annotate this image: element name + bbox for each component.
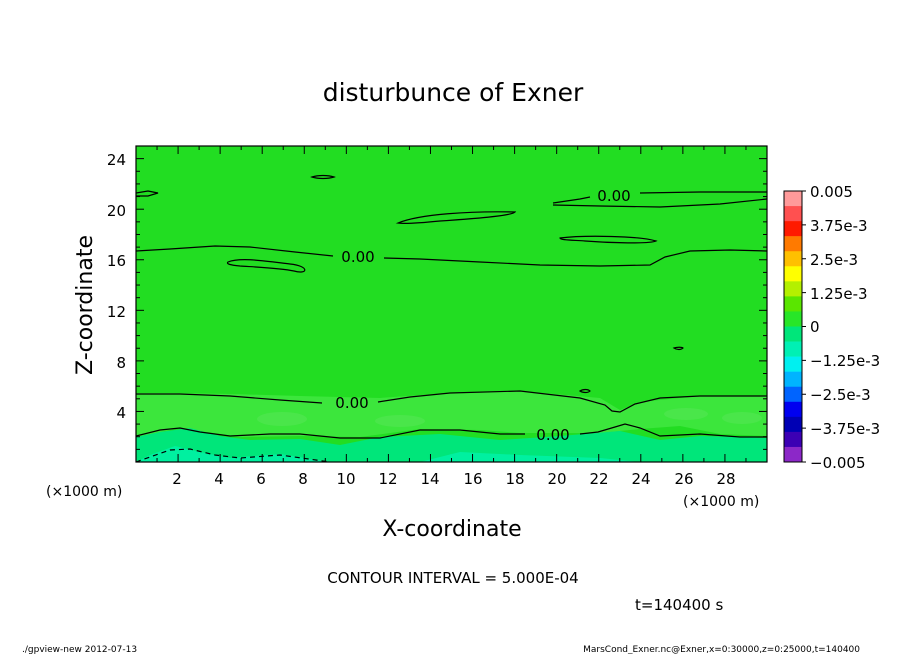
colorbar-swatch xyxy=(784,221,802,237)
x-tick-label: 24 xyxy=(631,470,650,488)
contour-lines xyxy=(136,174,767,462)
contour-dashed xyxy=(136,448,331,462)
colorbar-label: −0.005 xyxy=(810,454,866,472)
colorbar-swatch xyxy=(784,401,802,418)
colorbar-swatch xyxy=(784,296,802,312)
colorbar-label: −1.25e-3 xyxy=(810,352,880,370)
colorbar-swatch xyxy=(784,371,802,388)
colorbar-label: 0.005 xyxy=(810,183,853,201)
footer-right: MarsCond_Exner.nc@Exner,x=0:30000,z=0:25… xyxy=(583,645,860,654)
colorbar-swatch xyxy=(784,266,802,282)
colorbar-swatch xyxy=(784,326,802,342)
contour-label-mid: 0.00 xyxy=(335,394,368,412)
x-tick-label: 20 xyxy=(547,470,566,488)
x-tick-label: 8 xyxy=(298,470,308,488)
colorbar-swatch xyxy=(784,431,802,448)
y-tick-label: 24 xyxy=(107,151,126,169)
y-tick-label: 4 xyxy=(116,404,126,422)
contour-topright xyxy=(552,191,767,204)
contour-closed-4 xyxy=(559,235,658,244)
x-tick-label: 14 xyxy=(420,470,439,488)
x-tick-labels: 2 4 6 8 10 12 14 16 18 20 22 24 26 28 xyxy=(172,470,735,488)
y-tick-label: 20 xyxy=(107,202,126,220)
colorbar-label: −3.75e-3 xyxy=(810,420,880,438)
x-unit-left: (×1000 m) xyxy=(46,484,122,500)
low-level-band xyxy=(136,391,767,437)
contour-label-topright: 0.00 xyxy=(597,187,630,205)
contour-closed-1 xyxy=(136,190,159,197)
contour-closed-3 xyxy=(395,211,517,224)
tick-marks xyxy=(136,146,767,462)
colorbar-swatch xyxy=(784,191,802,207)
negative-band xyxy=(136,428,767,462)
blob-2 xyxy=(375,415,425,427)
contour-interval-text: CONTOUR INTERVAL = 5.000E-04 xyxy=(327,569,578,587)
colorbar-swatch xyxy=(784,416,802,433)
blob-1 xyxy=(257,412,307,426)
contour-label-low: 0.00 xyxy=(536,426,569,444)
y-tick-labels: 4 8 12 16 20 24 xyxy=(107,151,126,422)
colorbar xyxy=(783,190,806,463)
blob-4 xyxy=(722,412,762,424)
colorbar-swatch xyxy=(784,236,802,252)
y-tick-label: 8 xyxy=(116,354,126,372)
contour-labels: 0.00 0.00 0.00 0.00 xyxy=(335,187,630,444)
x-axis-label: X-coordinate xyxy=(382,517,521,542)
colorbar-swatch xyxy=(784,281,802,297)
x-tick-label: 18 xyxy=(505,470,524,488)
contour-closed-7 xyxy=(578,388,591,394)
contour-closed-6 xyxy=(672,346,684,351)
x-tick-label: 28 xyxy=(716,470,735,488)
x-tick-label: 6 xyxy=(256,470,266,488)
x-tick-label: 2 xyxy=(172,470,182,488)
x-tick-label: 4 xyxy=(214,470,224,488)
time-text: t=140400 s xyxy=(635,596,723,614)
colorbar-label: 3.75e-3 xyxy=(810,217,868,235)
y-axis-label: Z-coordinate xyxy=(73,235,98,375)
x-tick-label: 26 xyxy=(674,470,693,488)
colorbar-swatch xyxy=(784,386,802,403)
x-tick-label: 12 xyxy=(378,470,397,488)
x-unit-right: (×1000 m) xyxy=(683,494,759,510)
colorbar-swatch xyxy=(784,356,802,372)
contour-closed-2 xyxy=(310,174,336,180)
colorbar-swatch xyxy=(784,446,802,463)
colorbar-swatch xyxy=(784,206,802,222)
y-tick-label: 12 xyxy=(107,303,126,321)
colorbar-label: −2.5e-3 xyxy=(810,386,871,404)
x-tick-label: 22 xyxy=(589,470,608,488)
blob-3 xyxy=(664,408,708,420)
colorbar-swatch xyxy=(784,311,802,327)
footer-left: ./gpview-new 2012-07-13 xyxy=(22,645,137,654)
colorbar-swatch xyxy=(784,251,802,267)
colorbar-label: 1.25e-3 xyxy=(810,285,868,303)
colorbar-label: 0 xyxy=(810,318,820,336)
contour-topright-lower xyxy=(552,198,767,208)
contour-mid-zero xyxy=(136,390,767,413)
contour-upper-zero xyxy=(136,245,767,267)
x-tick-label: 16 xyxy=(463,470,482,488)
y-tick-label: 16 xyxy=(107,252,126,270)
chart-title: disturbunce of Exner xyxy=(323,78,584,107)
colorbar-label: 2.5e-3 xyxy=(810,251,858,269)
contour-label-upper: 0.00 xyxy=(341,248,374,266)
contour-low-zero xyxy=(136,423,767,439)
x-tick-label: 10 xyxy=(336,470,355,488)
contour-fill xyxy=(136,146,767,462)
colorbar-labels: 0.005 3.75e-3 2.5e-3 1.25e-3 0 −1.25e-3 … xyxy=(810,183,880,472)
colorbar-swatch xyxy=(784,341,802,357)
contour-closed-5 xyxy=(226,259,306,273)
